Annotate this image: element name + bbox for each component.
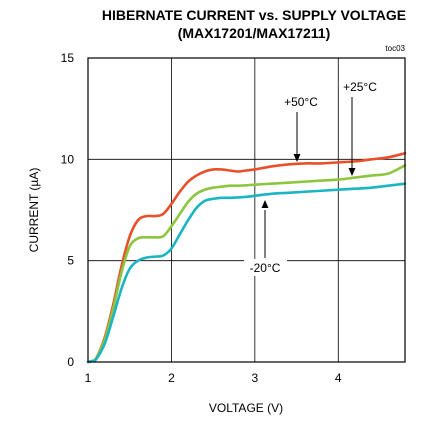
tick-labels: 1 2 3 4 0 5 10 15 bbox=[61, 51, 342, 385]
series-line-plusminus-50c bbox=[86, 151, 407, 364]
x-tick-label: 3 bbox=[251, 371, 258, 385]
y-tick-label: 5 bbox=[67, 254, 74, 268]
y-tick-label: 0 bbox=[67, 355, 74, 369]
plot-frame bbox=[87, 57, 406, 363]
chart-subtitle: (MAX17201/MAX17211) bbox=[178, 25, 331, 41]
annotation-label-25c: +25°C bbox=[343, 80, 377, 94]
annotation-arrow-minus-20c bbox=[261, 200, 269, 208]
series-layer bbox=[86, 151, 407, 364]
grid bbox=[88, 58, 405, 362]
x-tick-label: 4 bbox=[335, 371, 342, 385]
series-line-minus-20c bbox=[86, 182, 407, 364]
annotations: +50°C +25°C -20°C bbox=[244, 80, 377, 276]
y-tick-label: 15 bbox=[61, 51, 75, 65]
series-line-plusminus-25c bbox=[86, 164, 407, 364]
y-tick-label: 10 bbox=[61, 152, 75, 166]
chart-title: HIBERNATE CURRENT vs. SUPPLY VOLTAGE bbox=[102, 7, 406, 23]
annotation-label-50c: +50°C bbox=[284, 95, 318, 109]
x-tick-label: 2 bbox=[168, 371, 175, 385]
x-axis-label: VOLTAGE (V) bbox=[209, 401, 283, 415]
y-axis-label: CURRENT (µA) bbox=[27, 168, 41, 253]
annotation-arrow-50c bbox=[293, 154, 301, 162]
annotation-arrow-25c bbox=[348, 168, 356, 176]
annotation-label-minus-20c: -20°C bbox=[250, 261, 281, 275]
figure-code: toc03 bbox=[385, 44, 405, 53]
annotation-label-bg bbox=[244, 259, 287, 276]
x-tick-label: 1 bbox=[85, 371, 92, 385]
